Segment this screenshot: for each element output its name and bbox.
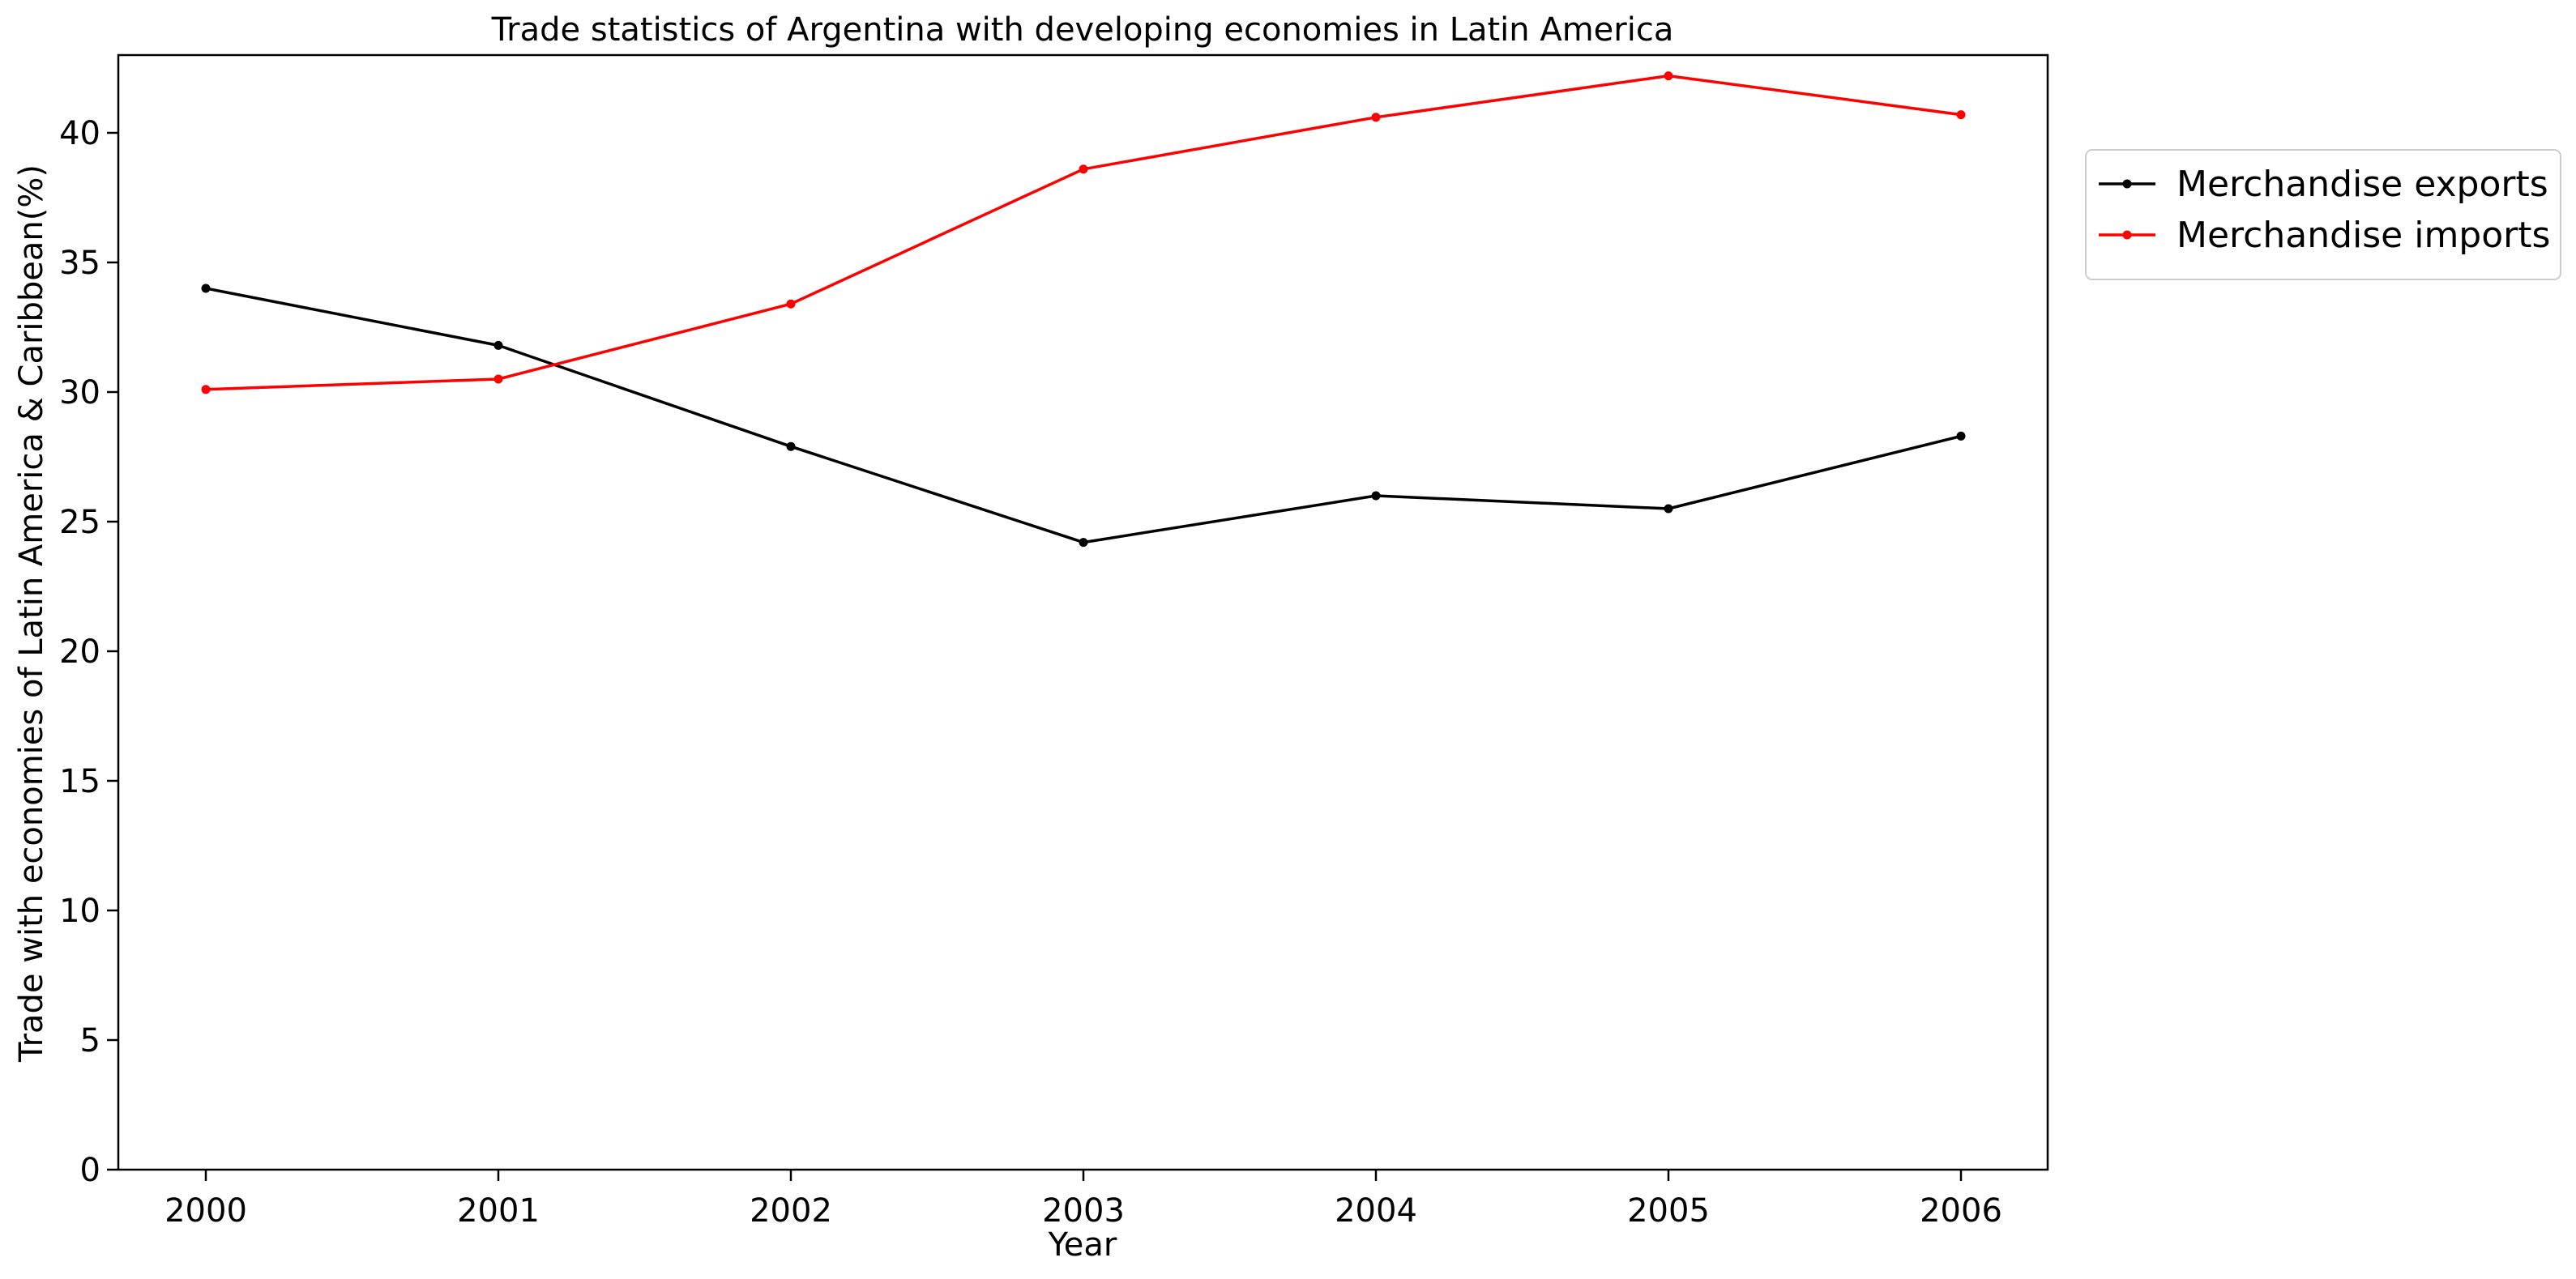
data-point-merchandise-imports	[1956, 110, 1966, 120]
y-tick-label: 40	[59, 115, 100, 152]
chart-title: Trade statistics of Argentina with devel…	[491, 11, 1674, 49]
data-point-merchandise-exports	[1956, 431, 1966, 441]
series-layer	[201, 71, 1966, 548]
y-tick-label: 25	[59, 504, 100, 541]
x-tick-label: 2006	[1920, 1192, 2002, 1230]
y-tick-label: 10	[59, 893, 100, 930]
y-axis-label: Trade with economies of Latin America & …	[13, 164, 50, 1063]
data-point-merchandise-imports	[1371, 113, 1381, 122]
data-point-merchandise-exports	[1664, 504, 1673, 514]
data-point-merchandise-imports	[493, 374, 503, 384]
legend: Merchandise exports Merchandise imports	[2085, 149, 2561, 280]
y-axis: 0 5 10 15 20 25 30 35 40	[59, 115, 118, 1189]
legend-marker	[2122, 230, 2132, 240]
x-axis: 2000 2001 2002 2003 2004 2005 2006	[164, 1170, 2002, 1230]
x-tick-label: 2003	[1042, 1192, 1125, 1230]
x-tick-label: 2004	[1335, 1192, 1417, 1230]
x-tick-label: 2005	[1627, 1192, 1710, 1230]
y-tick-label: 30	[59, 374, 100, 411]
x-tick-label: 2001	[457, 1192, 540, 1230]
x-axis-label: Year	[1048, 1226, 1117, 1264]
data-point-merchandise-imports	[1664, 71, 1673, 81]
legend-label: Merchandise imports	[2177, 215, 2550, 256]
y-tick-label: 20	[59, 633, 100, 671]
legend-label: Merchandise exports	[2177, 164, 2548, 205]
data-point-merchandise-exports	[493, 340, 503, 350]
data-point-merchandise-imports	[201, 385, 211, 394]
legend-box	[2085, 149, 2561, 280]
legend-marker	[2122, 179, 2132, 189]
data-point-merchandise-exports	[786, 441, 796, 451]
y-tick-label: 15	[59, 763, 100, 800]
y-tick-label: 0	[80, 1152, 100, 1189]
x-tick-label: 2002	[750, 1192, 832, 1230]
y-tick-label: 35	[59, 245, 100, 282]
data-point-merchandise-imports	[786, 299, 796, 309]
data-point-merchandise-exports	[1079, 538, 1088, 548]
x-tick-label: 2000	[164, 1192, 247, 1230]
data-point-merchandise-imports	[1079, 164, 1088, 174]
data-point-merchandise-exports	[201, 284, 211, 293]
y-tick-label: 5	[80, 1022, 100, 1059]
data-point-merchandise-exports	[1371, 491, 1381, 501]
